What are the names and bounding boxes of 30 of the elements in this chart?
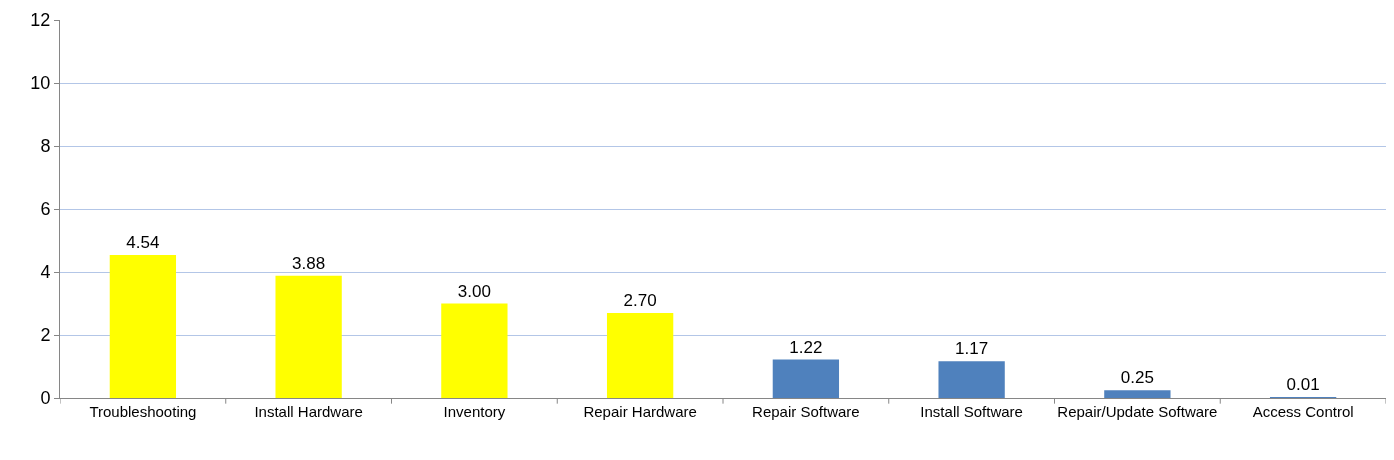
bar bbox=[606, 312, 674, 398]
y-tick-label: 0 bbox=[40, 388, 51, 409]
x-tick-label: Troubleshooting bbox=[89, 403, 197, 420]
y-tick-label: 8 bbox=[40, 136, 51, 157]
bar bbox=[441, 303, 508, 398]
data-label: 2.70 bbox=[623, 290, 657, 310]
data-label: 1.22 bbox=[789, 337, 823, 357]
x-tick-label: Inventory bbox=[443, 403, 506, 420]
x-tick-label: Repair/Update Software bbox=[1057, 403, 1218, 420]
bar bbox=[1104, 390, 1171, 398]
data-label: 0.25 bbox=[1120, 368, 1154, 388]
y-tick-label: 2 bbox=[40, 325, 51, 346]
bar bbox=[109, 254, 177, 398]
data-label: 1.17 bbox=[955, 339, 989, 359]
y-tick-label: 4 bbox=[40, 262, 51, 283]
x-tick-label: Access Control bbox=[1252, 403, 1354, 420]
y-tick-label: 6 bbox=[40, 199, 51, 220]
bar bbox=[938, 361, 1005, 398]
bar bbox=[275, 275, 342, 398]
data-label: 0.01 bbox=[1286, 375, 1320, 394]
x-tick-label: Repair Software bbox=[752, 403, 860, 420]
data-label: 4.54 bbox=[126, 232, 160, 252]
y-tick-label: 10 bbox=[30, 73, 51, 94]
x-tick-label: Repair Hardware bbox=[583, 403, 697, 420]
x-tick-label: Install Hardware bbox=[254, 403, 363, 420]
data-label: 3.00 bbox=[457, 281, 491, 301]
data-label: 3.88 bbox=[292, 253, 326, 273]
y-tick-label: 12 bbox=[30, 10, 51, 31]
bar bbox=[772, 359, 840, 398]
x-tick-label: Install Software bbox=[920, 403, 1023, 420]
